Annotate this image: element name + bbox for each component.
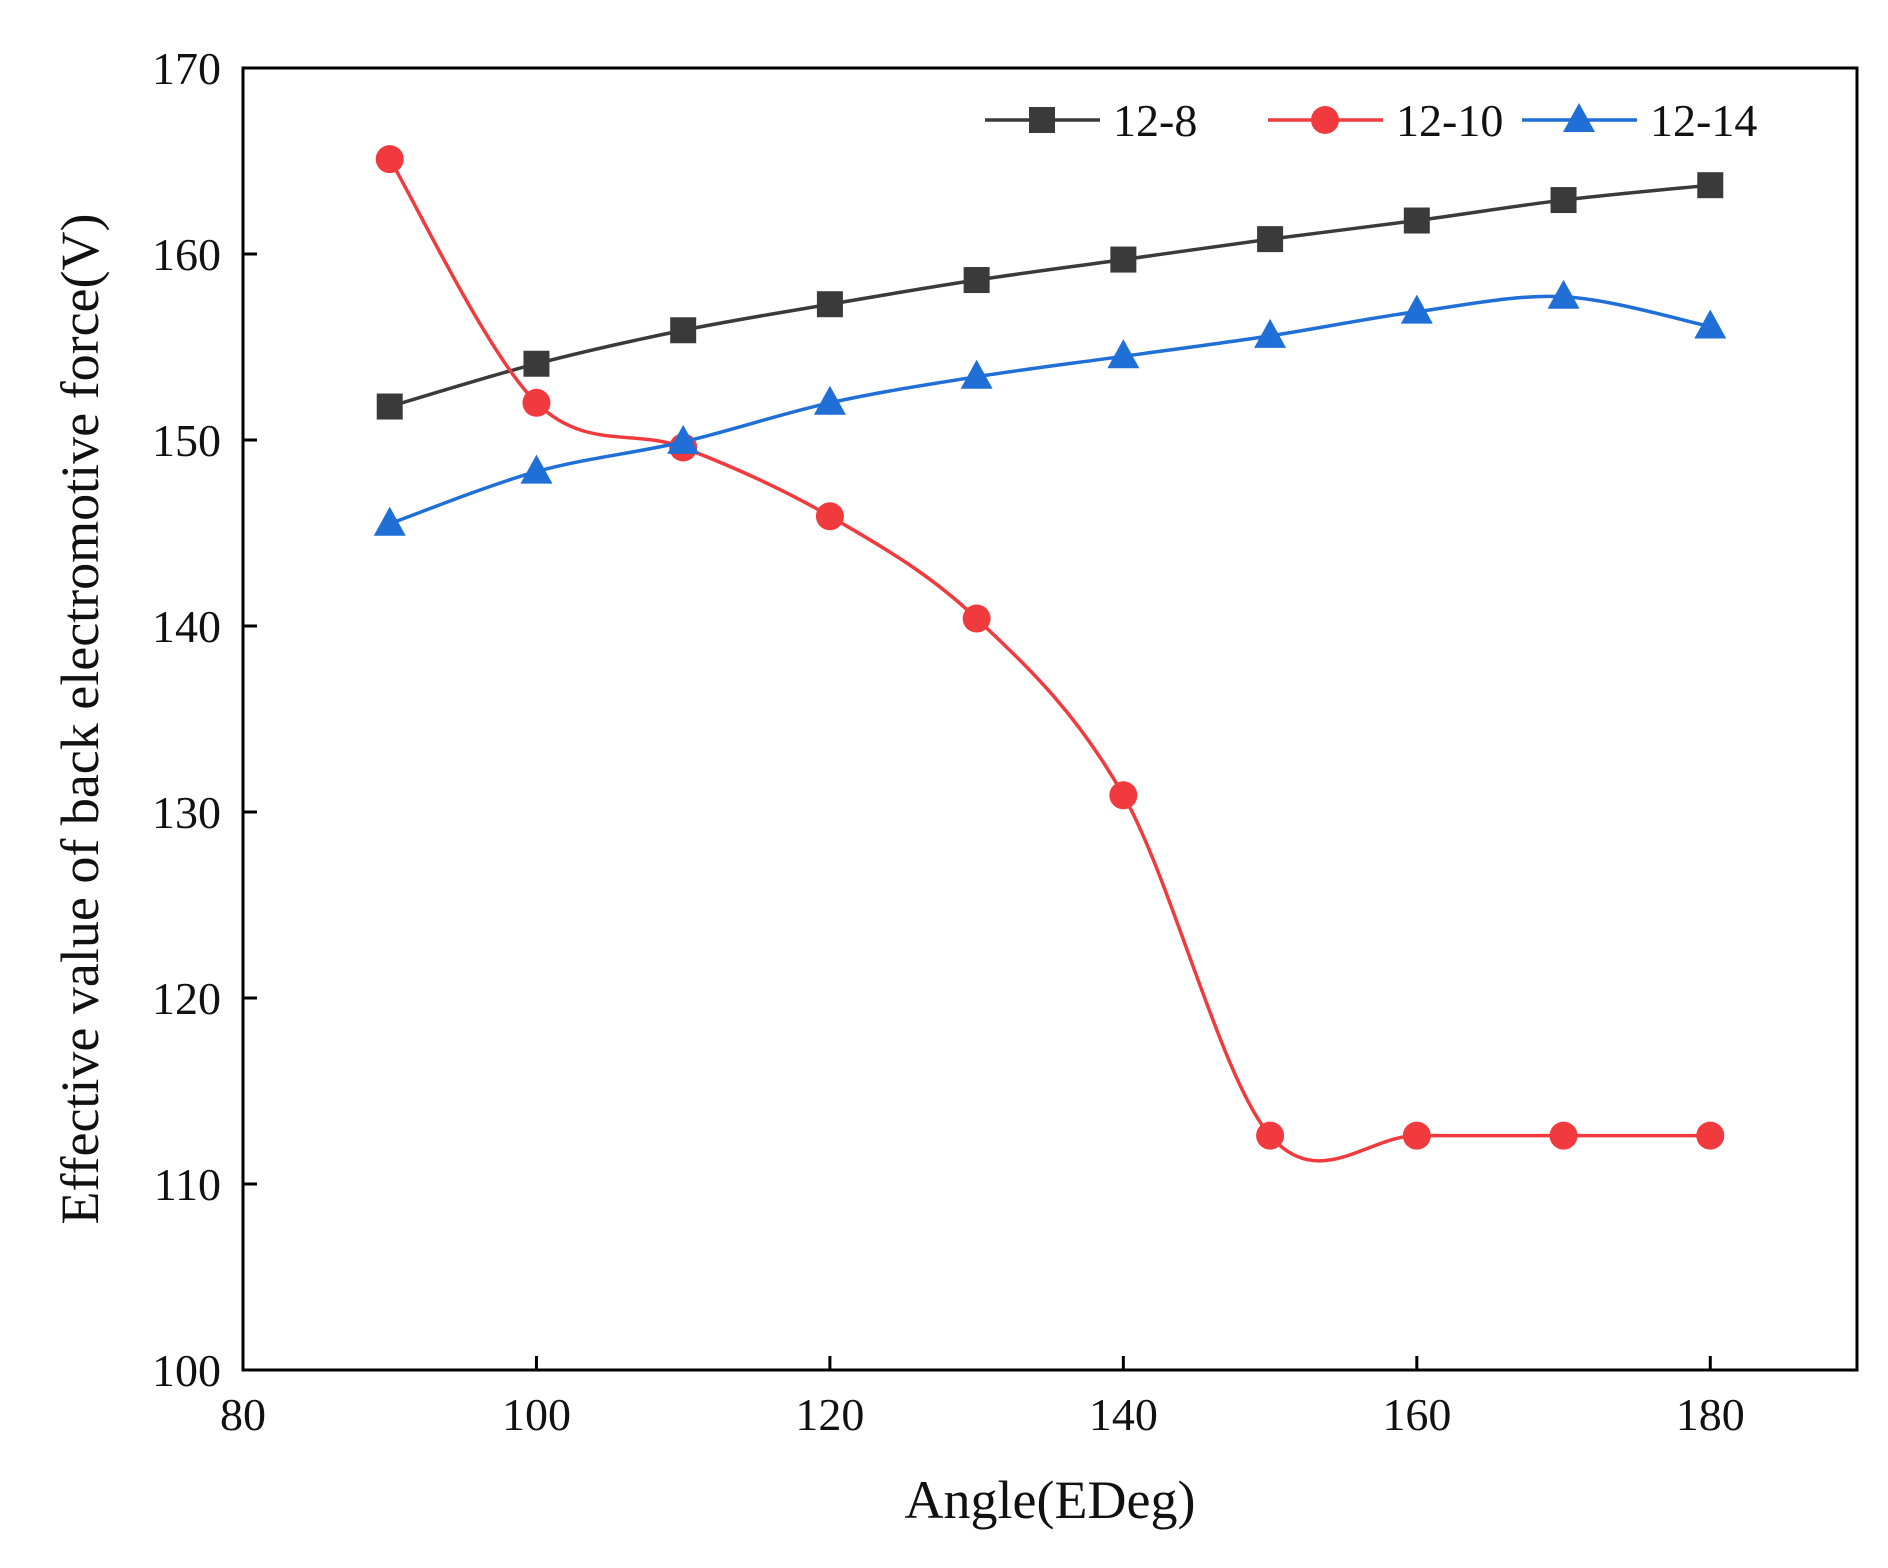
plot-frame — [241, 66, 1859, 1372]
x-tick-label: 160 — [1382, 1389, 1451, 1440]
legend-marker-12-14 — [1563, 103, 1595, 132]
x-tick-label: 140 — [1089, 1389, 1158, 1440]
data-point-12-8 — [523, 350, 550, 377]
data-point-12-10 — [522, 388, 551, 417]
data-point-12-8 — [1257, 226, 1284, 253]
data-point-12-14 — [1254, 318, 1287, 348]
data-point-12-14 — [1694, 309, 1727, 339]
data-point-12-10 — [1696, 1121, 1725, 1150]
data-point-12-10 — [962, 604, 991, 633]
series-12-14 — [373, 279, 1727, 536]
data-point-12-14 — [813, 385, 846, 415]
data-point-12-10 — [815, 502, 844, 531]
data-point-12-8 — [1403, 207, 1430, 234]
y-tick-label: 160 — [152, 229, 221, 280]
data-point-12-8 — [1550, 187, 1577, 214]
y-axis-title: Effective value of back electromotive fo… — [50, 214, 110, 1225]
data-point-12-14 — [1547, 279, 1580, 309]
legend-marker-12-8 — [1029, 107, 1055, 133]
data-point-12-14 — [520, 454, 553, 484]
data-point-12-14 — [1107, 339, 1140, 369]
data-point-12-10 — [1402, 1121, 1431, 1150]
y-tick-label: 110 — [154, 1159, 221, 1210]
legend-label-12-14: 12-14 — [1650, 95, 1757, 146]
data-point-12-10 — [1549, 1121, 1578, 1150]
x-axis-title: Angle(EDeg) — [905, 1470, 1196, 1530]
data-point-12-8 — [963, 267, 990, 294]
data-point-12-8 — [376, 393, 403, 420]
x-tick-label: 80 — [220, 1389, 266, 1440]
x-tick-label: 180 — [1676, 1389, 1745, 1440]
y-tick-label: 130 — [152, 787, 221, 838]
y-tick-label: 100 — [152, 1345, 221, 1396]
data-point-12-14 — [373, 506, 406, 536]
y-tick-label: 140 — [152, 601, 221, 652]
data-point-12-8 — [1697, 172, 1724, 199]
y-tick-label: 170 — [152, 43, 221, 94]
data-point-12-10 — [1256, 1121, 1285, 1150]
y-tick-label: 120 — [152, 973, 221, 1024]
legend-label-12-10: 12-10 — [1396, 95, 1503, 146]
series-line-12-8 — [389, 183, 1711, 409]
x-tick-label: 120 — [795, 1389, 864, 1440]
series-line-12-10 — [388, 158, 1711, 1163]
data-point-12-8 — [816, 291, 843, 318]
data-point-12-8 — [1110, 246, 1137, 273]
x-tick-label: 100 — [502, 1389, 571, 1440]
data-point-12-8 — [670, 317, 697, 344]
y-tick-label: 150 — [152, 415, 221, 466]
series-line-12-14 — [389, 294, 1711, 526]
axis-layer: 80 100 120 140 160 18010011012013014015016017… — [152, 43, 1745, 1440]
series-12-8 — [376, 172, 1724, 420]
series-12-10 — [375, 145, 1725, 1163]
data-point-12-14 — [1400, 294, 1433, 324]
series-layer — [373, 145, 1727, 1163]
legend: 12-8 12-10 12-14 — [985, 95, 1757, 146]
data-point-12-10 — [375, 145, 404, 174]
legend-marker-12-10 — [1311, 106, 1339, 134]
legend-label-12-8: 12-8 — [1113, 95, 1197, 146]
data-point-12-14 — [667, 424, 700, 454]
data-point-12-14 — [960, 359, 993, 389]
data-point-12-10 — [1109, 781, 1138, 810]
